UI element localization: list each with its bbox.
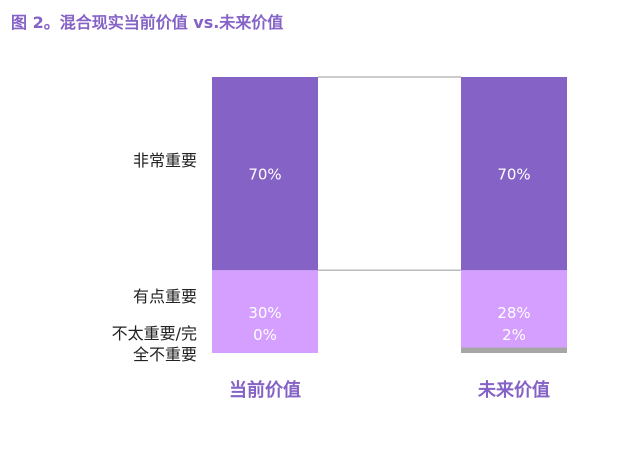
data-label: 2% [502, 326, 526, 344]
data-label: 0% [253, 326, 277, 344]
category-label: 未来价值 [478, 379, 550, 401]
chart-title: 图 2。混合现实当前价值 vs.未来价值 [11, 13, 284, 32]
legend-label-very-important: 非常重要 [132, 151, 197, 170]
bar-segment [212, 77, 318, 271]
bar-segment [461, 270, 567, 348]
data-label: 70% [497, 166, 530, 184]
bar-segment [461, 77, 567, 271]
data-label: 28% [497, 304, 530, 322]
legend-label-not-important: 不太重要/完全不重要 [111, 324, 197, 364]
data-label: 70% [248, 166, 281, 184]
bar-segment [461, 347, 567, 353]
legend-label-somewhat-important: 有点重要 [132, 287, 197, 306]
category-label: 当前价值 [229, 379, 301, 401]
bar-segment [212, 270, 318, 353]
data-label: 30% [248, 304, 281, 322]
